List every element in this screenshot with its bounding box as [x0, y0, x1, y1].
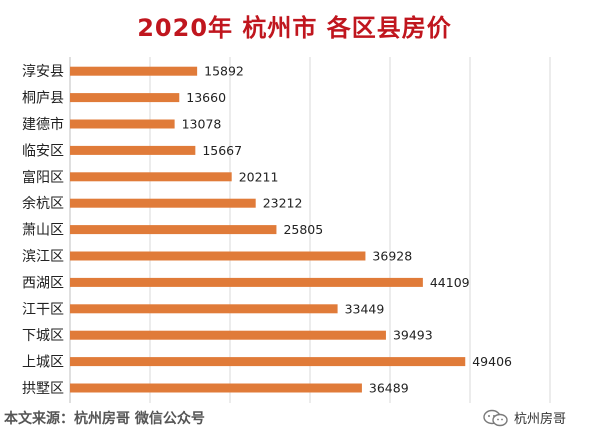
bar: [70, 66, 198, 76]
bar: [70, 145, 196, 155]
data-label: 49406: [472, 354, 512, 369]
category-label: 桐庐县: [22, 91, 64, 107]
bar: [70, 330, 386, 340]
value-labels: 15892 13660 13078 15667 20211 23212 25805 36928…: [182, 64, 512, 396]
data-label: 25805: [283, 222, 323, 237]
data-label: 44109: [430, 275, 470, 290]
category-label: 西湖区: [22, 275, 64, 291]
category-label: 下城区: [22, 328, 64, 344]
category-label: 上城区: [22, 355, 64, 371]
bar: [70, 304, 338, 314]
category-label: 建德市: [22, 116, 64, 133]
bar: [70, 225, 277, 235]
brand-name: 杭州房哥: [514, 412, 567, 427]
data-label: 23212: [263, 196, 303, 211]
chart-title: 2020年 杭州市 各区县房价: [137, 14, 452, 42]
data-label: 13660: [186, 90, 226, 105]
data-label: 33449: [345, 301, 385, 316]
bar: [70, 357, 466, 367]
data-label: 15667: [202, 143, 242, 158]
category-label: 淳安县: [22, 63, 64, 80]
category-label: 萧山区: [22, 223, 64, 239]
category-label: 江干区: [22, 302, 64, 318]
data-label: 39493: [393, 328, 433, 343]
category-label: 临安区: [22, 143, 64, 159]
data-label: 20211: [239, 169, 279, 184]
bar: [70, 172, 232, 182]
wechat-icon: [482, 409, 510, 427]
category-label: 拱墅区: [22, 381, 64, 397]
data-label: 36489: [369, 381, 409, 396]
bar: [70, 251, 366, 261]
bar: [70, 119, 175, 129]
bar: [70, 198, 256, 208]
data-label: 13078: [182, 117, 222, 132]
data-label: 36928: [372, 249, 412, 264]
category-label: 富阳区: [22, 169, 64, 186]
bar: [70, 383, 362, 393]
data-label: 15892: [204, 64, 244, 79]
category-label: 余杭区: [22, 195, 64, 212]
bar: [70, 277, 423, 287]
category-label: 滨江区: [22, 249, 64, 265]
brand-watermark: 杭州房哥: [482, 408, 566, 427]
bars: [70, 66, 466, 393]
source-caption: 本文来源：杭州房哥 微信公众号: [4, 411, 205, 427]
bar: [70, 93, 180, 103]
